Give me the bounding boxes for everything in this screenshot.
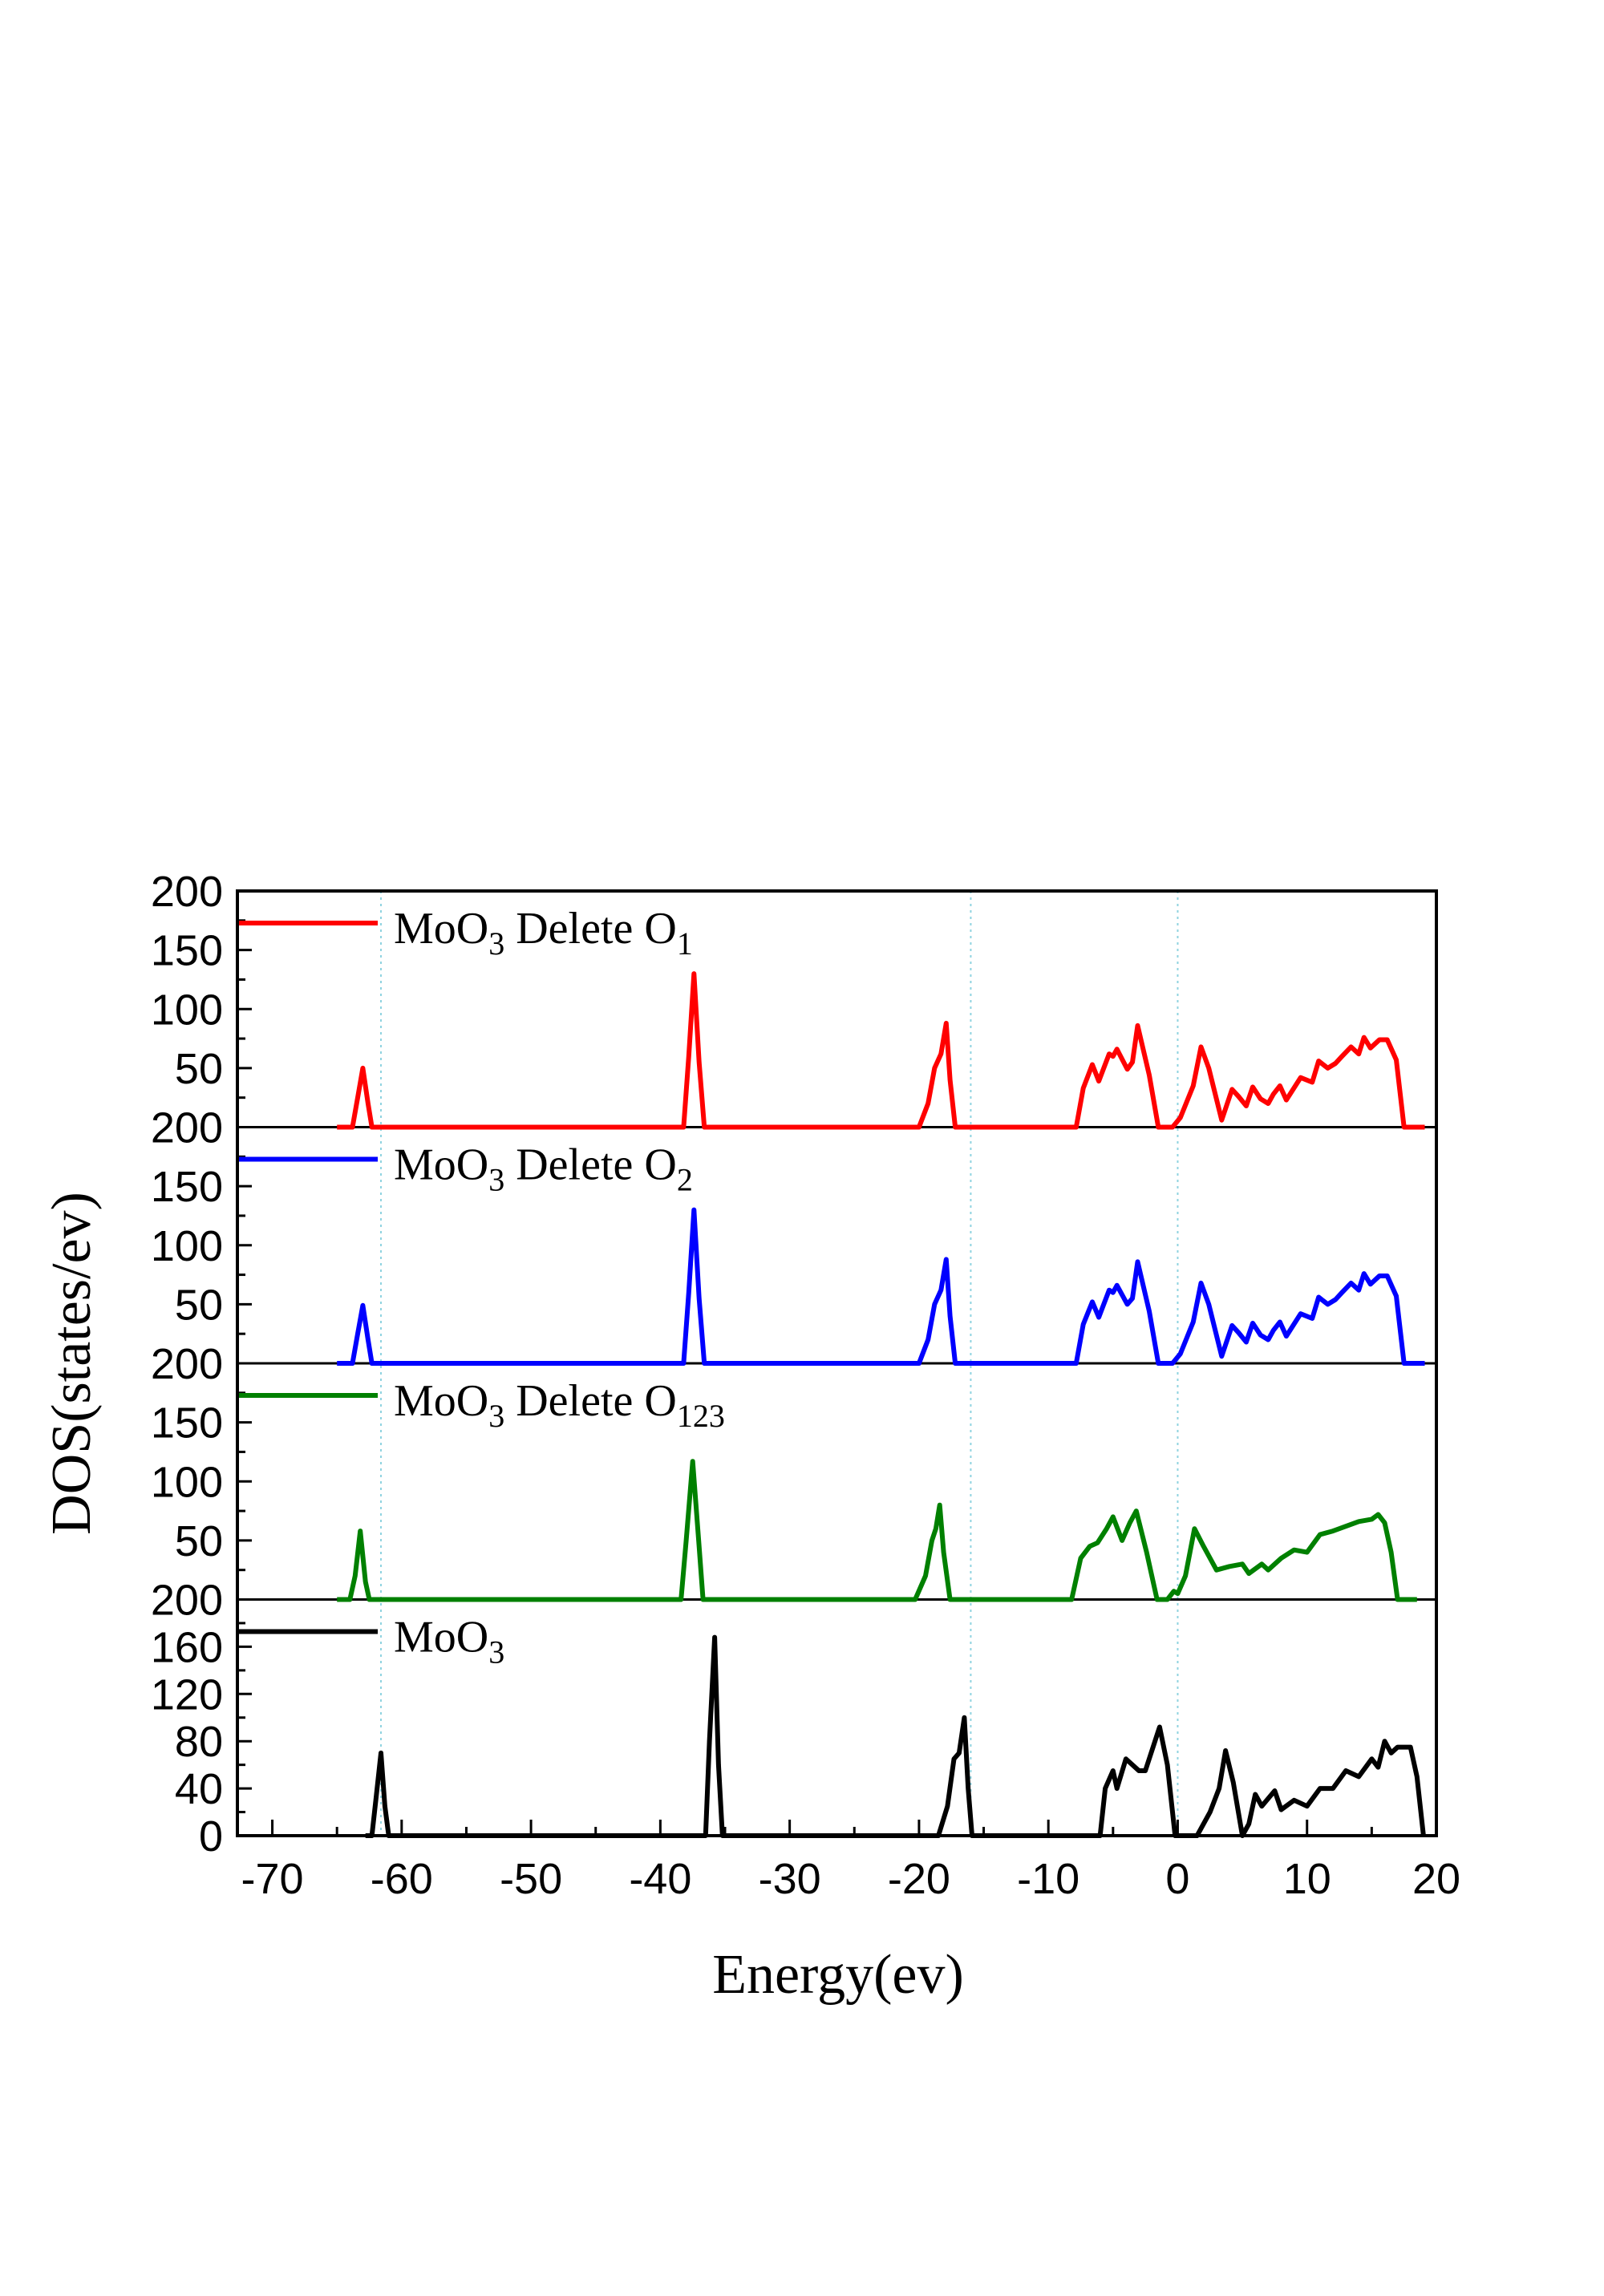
x-tick-label: 20 bbox=[1412, 1855, 1460, 1903]
legend-label: MoO3 Delete O2 bbox=[394, 1140, 693, 1198]
y-tick-label: 50 bbox=[175, 1281, 223, 1329]
series-line-4 bbox=[365, 1634, 1426, 1838]
y-tick-label: 150 bbox=[151, 1163, 223, 1211]
x-tick-label: -50 bbox=[500, 1855, 562, 1903]
legend-text: Delete O bbox=[504, 1376, 677, 1426]
series-line-2 bbox=[337, 1207, 1425, 1366]
y-tick-label: 100 bbox=[151, 1222, 223, 1270]
plot-border bbox=[236, 889, 1438, 1837]
x-axis-label: Energy(ev) bbox=[712, 1944, 964, 2006]
y-tick-label: 40 bbox=[175, 1765, 223, 1813]
x-tick-label: -40 bbox=[629, 1855, 691, 1903]
x-tick-label: -60 bbox=[371, 1855, 433, 1903]
legend-subscript: 3 bbox=[488, 1634, 504, 1670]
panel-3: 50 100 150 200 MoO3 Delete O123 bbox=[151, 1340, 1436, 1602]
legend-subscript: 2 bbox=[677, 1162, 693, 1198]
legend-text: MoO bbox=[394, 1613, 488, 1662]
y-tick-label: 200 bbox=[151, 1104, 223, 1152]
series-line-3 bbox=[337, 1459, 1417, 1602]
panel-1: 50 100 150 200 MoO3 Delete O1 bbox=[151, 868, 1436, 1130]
y-tick-label: 0 bbox=[199, 1812, 223, 1861]
y-tick-label: 100 bbox=[151, 1458, 223, 1506]
legend-subscript: 1 bbox=[677, 925, 693, 962]
legend-label: MoO3 Delete O1 bbox=[394, 904, 693, 962]
legend-text: MoO bbox=[394, 904, 488, 954]
y-tick-label: 200 bbox=[151, 868, 223, 916]
series-line-1 bbox=[337, 971, 1425, 1130]
x-tick-label: -10 bbox=[1017, 1855, 1079, 1903]
y-tick-label: 200 bbox=[151, 1340, 223, 1388]
x-tick-label: -70 bbox=[241, 1855, 304, 1903]
legend-text: MoO bbox=[394, 1140, 488, 1190]
legend-text: MoO bbox=[394, 1376, 488, 1426]
y-tick-label: 160 bbox=[151, 1623, 223, 1671]
y-tick-label: 150 bbox=[151, 927, 223, 975]
x-tick-label: -20 bbox=[888, 1855, 950, 1903]
legend-subscript: 3 bbox=[488, 1162, 504, 1198]
y-tick-label: 120 bbox=[151, 1670, 223, 1719]
y-tick-label: 50 bbox=[175, 1517, 223, 1565]
x-axis: -70 -60 -50 -40 -30 -20 -10 0 10 20 bbox=[241, 1820, 1460, 1903]
legend-subscript: 3 bbox=[488, 925, 504, 962]
y-axis-label: DOS(states/ev) bbox=[41, 1192, 103, 1535]
legend-label: MoO3 Delete O123 bbox=[394, 1376, 725, 1434]
legend-text: Delete O bbox=[504, 1140, 677, 1190]
panel-2: 50 100 150 200 MoO3 Delete O2 bbox=[151, 1104, 1436, 1366]
legend-subscript: 123 bbox=[677, 1398, 725, 1434]
x-tick-label: -30 bbox=[759, 1855, 821, 1903]
y-tick-label: 100 bbox=[151, 986, 223, 1034]
legend-subscript: 3 bbox=[488, 1398, 504, 1434]
x-tick-label: 0 bbox=[1165, 1855, 1189, 1903]
legend-text: Delete O bbox=[504, 904, 677, 954]
plot-frame bbox=[236, 889, 1438, 1837]
y-tick-label: 200 bbox=[151, 1577, 223, 1625]
y-tick-label: 80 bbox=[175, 1718, 223, 1766]
legend-label: MoO3 bbox=[394, 1613, 504, 1670]
y-tick-label: 50 bbox=[175, 1045, 223, 1093]
x-tick-label: 10 bbox=[1283, 1855, 1331, 1903]
y-tick-label: 150 bbox=[151, 1399, 223, 1448]
